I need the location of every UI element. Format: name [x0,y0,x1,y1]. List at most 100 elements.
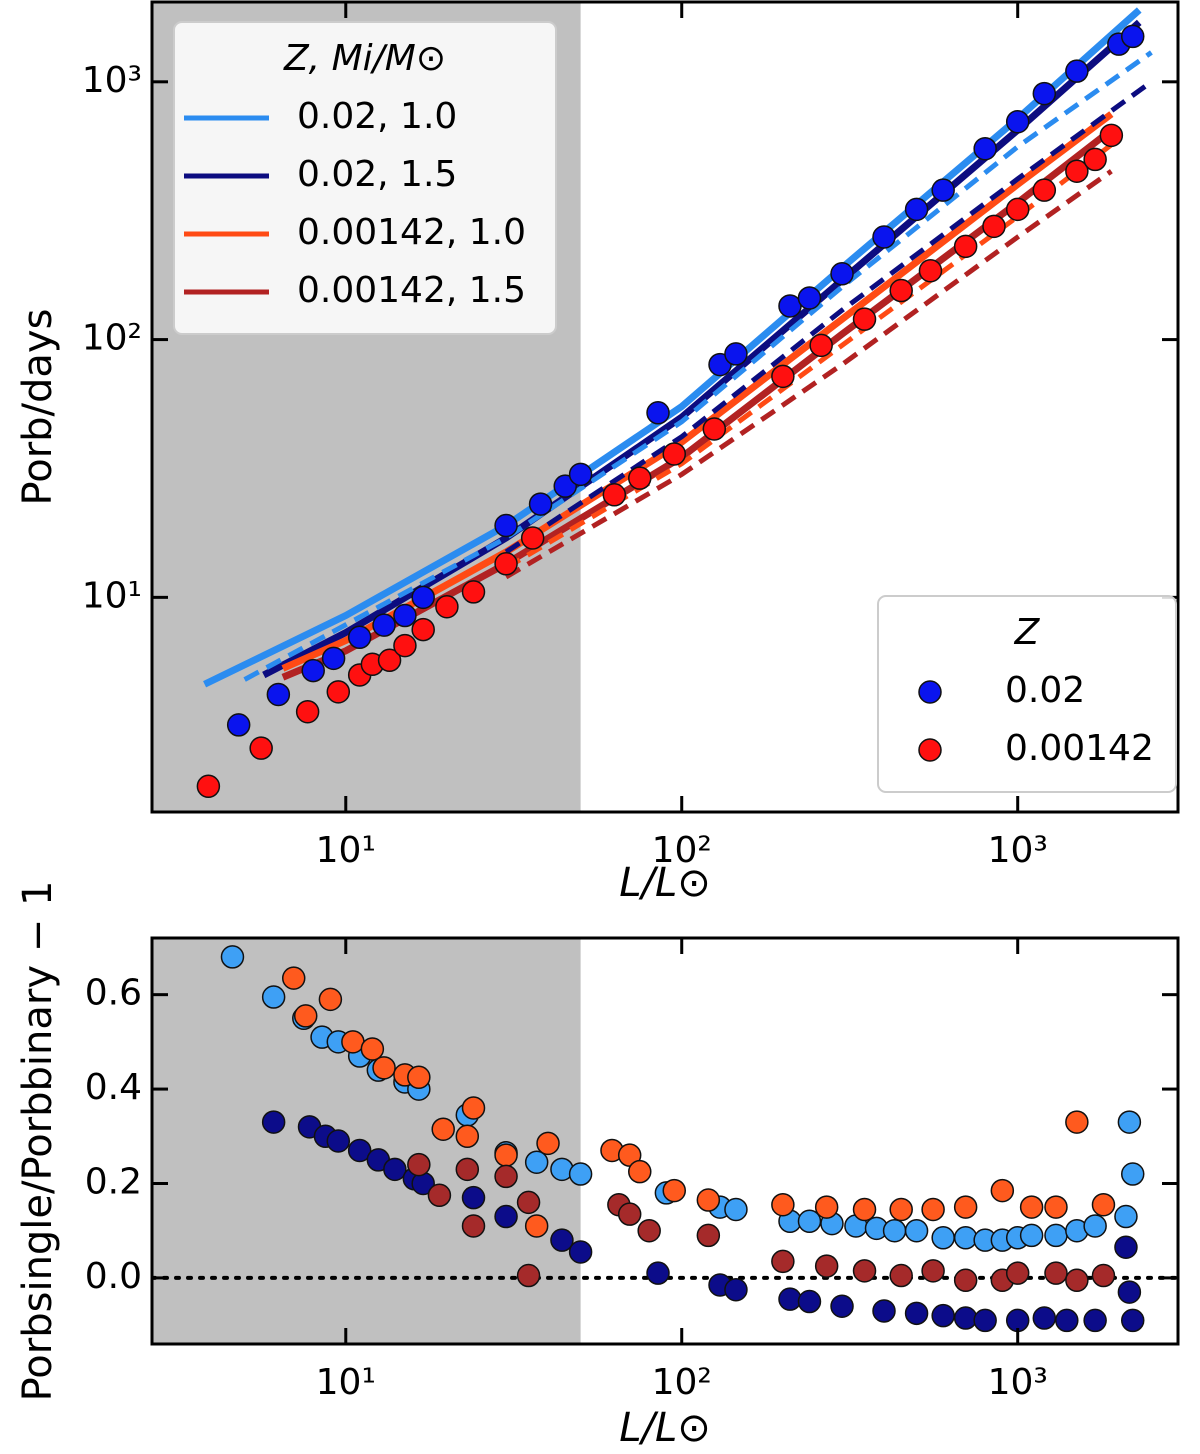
marker [1055,1308,1079,1333]
marker [953,234,978,259]
marker [771,1249,795,1274]
dashed-line [504,79,1153,555]
marker [1091,1192,1116,1217]
marker [407,1065,431,1090]
marker [536,1131,560,1156]
marker [1032,1306,1057,1330]
marker [921,1259,945,1283]
marker [931,178,955,202]
marker [431,1117,455,1141]
marker [393,603,417,628]
marker [814,1254,839,1278]
marker [407,1152,431,1177]
y-axis-label: Porbsingle/Porbbinary − 1 [15,881,61,1402]
marker [461,1096,486,1120]
marker [461,1214,486,1238]
dashed-line [243,50,1153,682]
marker [455,1157,480,1182]
marker [771,1192,795,1217]
x-tick-label: 10³ [988,1362,1048,1403]
marker [702,417,727,441]
marker [550,1228,574,1252]
marker [568,462,593,487]
marker [628,466,652,490]
marker [321,646,346,671]
marker [293,1004,318,1028]
marker [628,1159,652,1184]
marker [1117,1280,1142,1304]
marker [341,1030,365,1054]
marker [347,1138,372,1163]
marker [617,1202,642,1226]
marker [1065,1110,1089,1134]
dashed-line [504,169,1113,580]
legend-box [877,595,1177,793]
marker [393,633,417,658]
y-tick-label: 10³ [82,60,142,101]
marker [830,262,854,286]
marker [249,736,273,760]
marker [461,580,486,604]
marker [797,1289,822,1314]
marker [494,1204,518,1229]
marker [226,713,251,737]
marker [383,1157,407,1182]
marker [973,1308,997,1333]
marker [377,648,402,673]
marker [520,526,545,550]
marker [301,658,325,683]
y-tick-label: 10¹ [82,575,142,616]
marker [261,1110,286,1134]
marker [1120,24,1145,49]
marker [1005,1261,1030,1285]
axes-frame [150,936,1180,1346]
marker [360,1037,385,1061]
marker [318,987,343,1012]
line [281,111,1114,672]
marker [953,1268,978,1293]
marker [778,1287,802,1311]
marker [724,342,748,366]
marker [830,1294,854,1318]
marker [982,214,1006,239]
marker [326,1129,351,1153]
y-tick-label: 0.6 [85,973,142,1014]
marker [372,613,396,637]
marker [904,1218,929,1243]
marker [696,1223,721,1248]
marker [1120,1162,1145,1186]
marker [196,774,221,799]
marker [494,1143,518,1167]
y-tick-label: 0.2 [85,1161,142,1202]
marker [637,1218,661,1243]
marker [411,585,435,610]
marker [1032,81,1057,106]
legend-swatch [918,680,942,704]
marker [809,333,833,358]
marker [602,483,627,507]
marker [662,1178,687,1203]
marker [953,1195,978,1219]
marker [528,492,553,516]
marker [778,294,802,318]
marker [904,1301,929,1326]
marker [1019,1223,1044,1248]
marker [1083,1214,1107,1238]
marker [921,1197,945,1222]
marker [347,625,372,650]
marker [889,1263,913,1288]
x-tick-label: 10² [652,1362,712,1403]
x-tick-label: 10² [652,830,712,871]
marker [973,136,997,161]
marker [326,680,351,704]
marker [261,985,286,1009]
marker [724,1277,748,1302]
x-axis-label: L/L⊙ [619,860,711,906]
legend-label: 0.02, 1.0 [297,96,457,137]
marker [1065,59,1089,83]
marker [953,1306,978,1330]
marker [814,1195,839,1219]
axes-frame [150,0,1180,814]
marker [646,1261,670,1285]
